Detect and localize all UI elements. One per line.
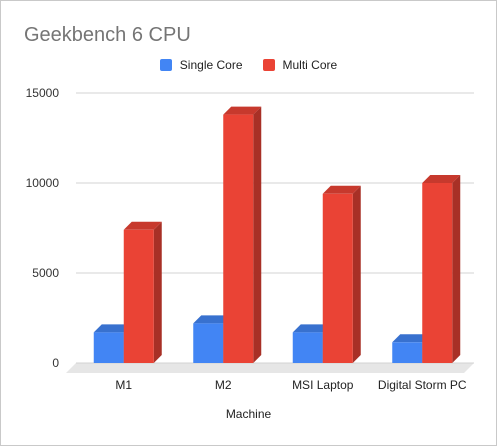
x-tick-label: M1 [115, 378, 132, 392]
legend-item-single-core: Single Core [159, 58, 243, 72]
legend: Single Core Multi Core [1, 58, 496, 72]
chart-floor [66, 363, 474, 373]
x-tick-label: Digital Storm PC [378, 378, 467, 392]
chart-title: Geekbench 6 CPU [24, 24, 191, 46]
x-tick-label: M2 [215, 378, 232, 392]
bar-multi-core [123, 221, 162, 363]
legend-label-multi-core: Multi Core [282, 58, 338, 72]
x-tick-label: MSI Laptop [292, 378, 354, 392]
y-tick-label: 15000 [26, 86, 60, 100]
x-axis-title: Machine [225, 407, 272, 421]
legend-swatch-single-core [159, 59, 172, 71]
legend-item-multi-core: Multi Core [262, 58, 338, 72]
legend-swatch-multi-core [262, 59, 275, 71]
bar-multi-core [223, 106, 262, 363]
legend-label-single-core: Single Core [179, 58, 243, 72]
y-tick-label: 0 [52, 356, 59, 370]
bar-multi-core [422, 175, 461, 363]
bar-multi-core [322, 185, 361, 363]
y-tick-label: 5000 [32, 266, 59, 280]
y-tick-label: 10000 [26, 176, 60, 190]
